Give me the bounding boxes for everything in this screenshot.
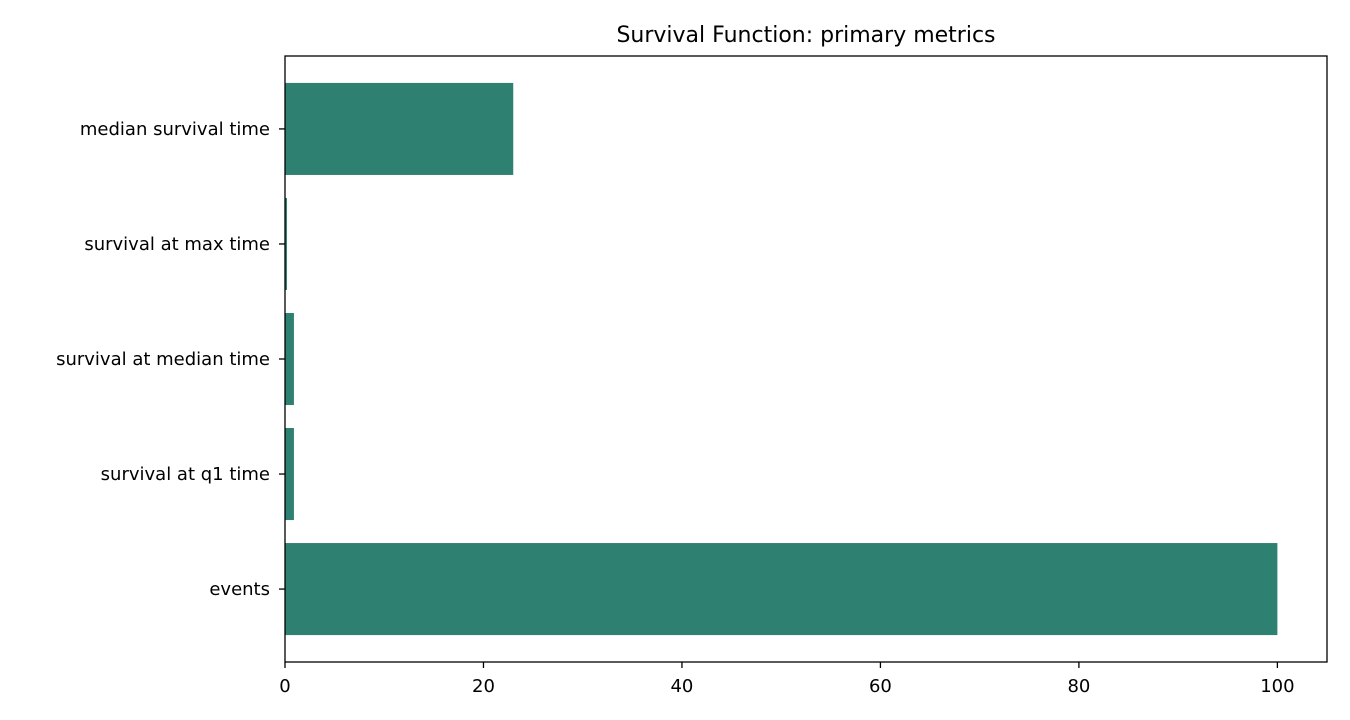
x-tick-label: 100 [1260,676,1294,697]
x-tick-label: 80 [1067,676,1090,697]
bars-layer [285,82,1278,636]
y-tick-label: events [209,579,270,600]
x-tick-label: 0 [279,676,290,697]
x-tick-label: 60 [869,676,892,697]
bar-survival-at-q1-time [285,428,294,521]
x-axis-ticks: 0 20 40 60 80 100 [279,662,1295,697]
y-axis-ticks: median survival time survival at max time… [56,119,285,600]
bar-survival-at-median-time [285,312,294,406]
x-tick-label: 20 [472,676,495,697]
bar-median-survival-time [285,82,514,175]
x-tick-label: 40 [670,676,693,697]
bar-survival-at-max-time [285,197,287,290]
y-tick-label: survival at q1 time [101,464,270,485]
y-tick-label: median survival time [80,119,270,140]
y-tick-label: survival at median time [56,349,270,370]
bar-events [285,543,1278,636]
chart-title: Survival Function: primary metrics [616,23,995,48]
y-tick-label: survival at max time [84,234,270,255]
